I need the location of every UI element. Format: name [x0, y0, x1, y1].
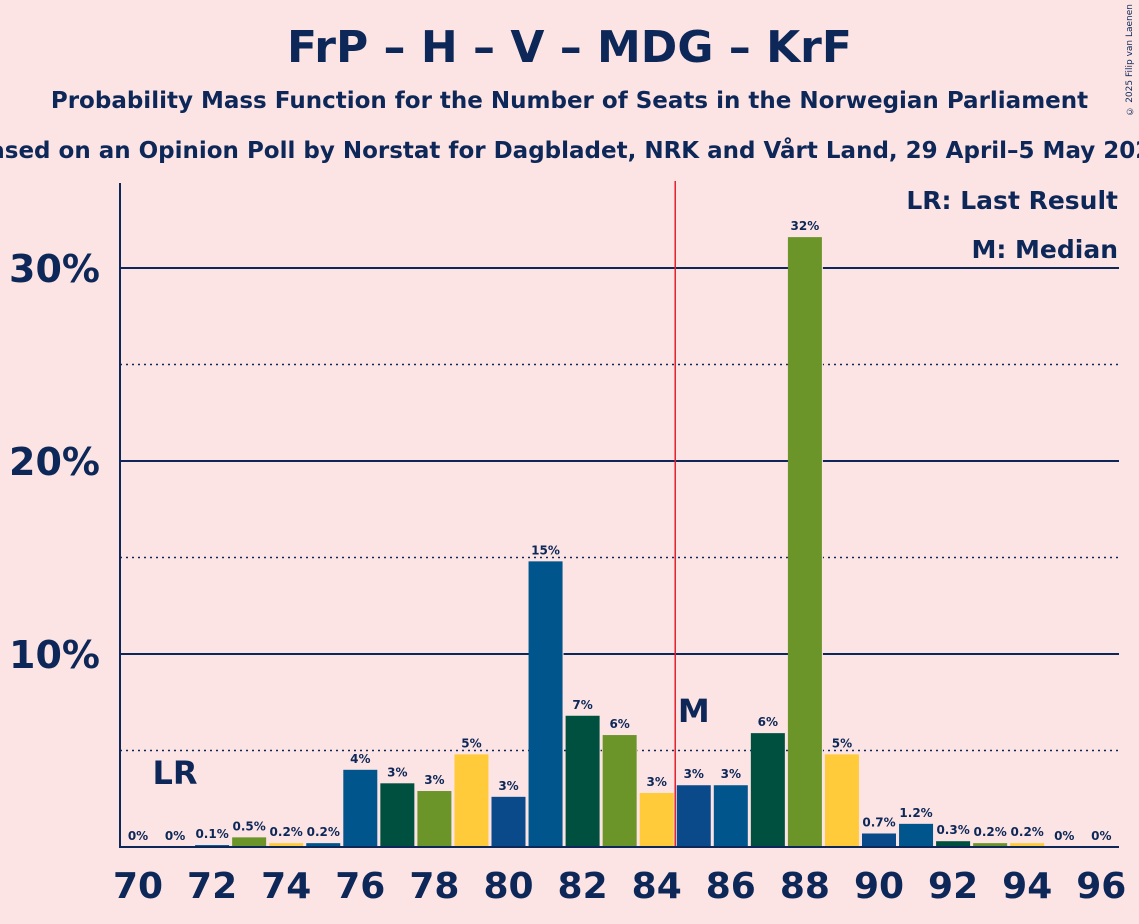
- value-label: 0.1%: [195, 827, 228, 841]
- bar: [862, 833, 896, 847]
- bar: [232, 837, 267, 847]
- value-label: 0.3%: [936, 823, 969, 837]
- bar: [602, 735, 637, 847]
- x-tick-label: 92: [928, 866, 978, 907]
- value-label: 3%: [684, 767, 704, 781]
- x-tick-label: 78: [409, 866, 459, 907]
- value-label: 3%: [387, 765, 407, 779]
- value-label: 7%: [572, 698, 592, 712]
- chart-source: Based on an Opinion Poll by Norstat for …: [0, 138, 1139, 164]
- value-label: 3%: [647, 775, 667, 789]
- bar: [899, 823, 934, 847]
- bar: [565, 715, 600, 847]
- value-label: 0.2%: [307, 825, 340, 839]
- bar: [1010, 843, 1045, 847]
- x-tick-label: 94: [1002, 866, 1052, 907]
- x-tick-label: 70: [113, 866, 163, 907]
- value-label: 3%: [424, 773, 444, 787]
- bar: [676, 785, 711, 847]
- x-tick-label: 76: [335, 866, 385, 907]
- chart-subtitle: Probability Mass Function for the Number…: [50, 88, 1089, 114]
- value-labels: 0% 0% 0.1% 0.5% 0.2% 0.2% 4% 3% 3% 5% 3% 15% 7% 6% 3% 3…: [128, 219, 1112, 843]
- bar: [454, 754, 489, 847]
- bar: [973, 843, 1008, 847]
- median-marker: M: [678, 692, 710, 730]
- bars: [195, 236, 1046, 847]
- value-label: 3%: [498, 779, 518, 793]
- axes: 10% 20% 30% LR M 70 72 74 76 78 80 82 84 86 88 90 92 94 96: [9, 181, 1126, 907]
- bar: [417, 791, 452, 847]
- chart-title: FrP – H – V – MDG – KrF: [287, 22, 852, 73]
- value-label: 0.2%: [270, 825, 303, 839]
- value-label: 0.7%: [862, 815, 895, 829]
- value-label: 0%: [1091, 829, 1111, 843]
- x-tick-label: 96: [1076, 866, 1126, 907]
- x-tick-label: 90: [854, 866, 904, 907]
- bar: [824, 754, 859, 847]
- bar: [787, 237, 822, 847]
- value-label: 0%: [165, 829, 185, 843]
- y-tick-label: 30%: [9, 247, 100, 291]
- value-label: 5%: [461, 736, 481, 750]
- value-label: 0%: [128, 829, 148, 843]
- grid-lines: [120, 267, 1119, 752]
- value-label: 0.2%: [974, 825, 1007, 839]
- x-tick-label: 74: [261, 866, 311, 907]
- value-label: 6%: [758, 715, 778, 729]
- value-label: 0%: [1054, 829, 1074, 843]
- value-label: 6%: [609, 717, 629, 731]
- bar: [380, 783, 415, 847]
- value-label: 3%: [721, 767, 741, 781]
- x-tick-label: 72: [187, 866, 237, 907]
- y-tick-label: 20%: [9, 440, 100, 484]
- value-label: 32%: [791, 219, 820, 233]
- bar: [491, 796, 526, 847]
- bar: [713, 785, 748, 847]
- bar: [269, 843, 304, 847]
- x-tick-label: 82: [558, 866, 608, 907]
- value-label: 1.2%: [899, 806, 932, 820]
- legend-median: M: Median: [971, 235, 1118, 264]
- y-tick-label: 10%: [9, 633, 100, 677]
- last-result-marker: LR: [153, 754, 198, 792]
- x-tick-label: 86: [706, 866, 756, 907]
- bar: [306, 843, 341, 847]
- bar: [639, 792, 674, 847]
- value-label: 4%: [350, 752, 370, 766]
- value-label: 0.5%: [233, 819, 266, 833]
- bar: [936, 841, 971, 847]
- bar: [343, 769, 378, 847]
- x-tick-label: 88: [780, 866, 830, 907]
- value-label: 0.2%: [1011, 825, 1044, 839]
- value-label: 5%: [832, 736, 852, 750]
- legend-last-result: LR: Last Result: [906, 186, 1118, 215]
- bar: [528, 561, 563, 847]
- x-tick-label: 84: [632, 866, 682, 907]
- x-tick-label: 80: [483, 866, 533, 907]
- value-label: 15%: [531, 543, 560, 557]
- bar: [750, 733, 785, 847]
